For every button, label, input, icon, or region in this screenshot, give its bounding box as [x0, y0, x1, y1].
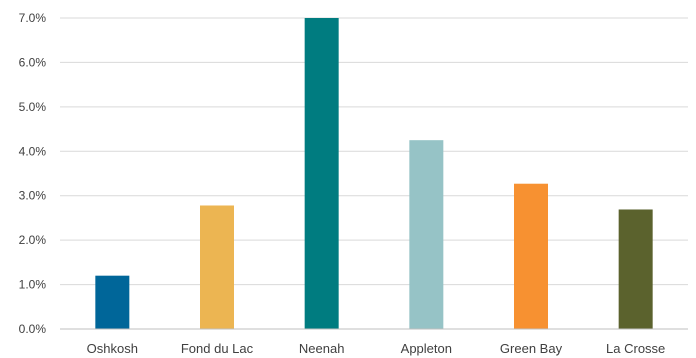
y-tick-label: 5.0% [19, 100, 47, 114]
x-category-label: Green Bay [500, 341, 563, 356]
bar-oshkosh [95, 275, 130, 329]
gridlines [60, 17, 688, 286]
bar-green-bay [514, 183, 548, 329]
x-category-label: Oshkosh [87, 341, 138, 356]
x-axis-category-labels: Oshkosh Fond du Lac Neenah Appleton Green Ba… [87, 341, 666, 356]
y-tick-label: 6.0% [19, 55, 47, 69]
y-tick-label: 7.0% [19, 11, 47, 25]
x-category-label: Neenah [299, 341, 345, 356]
y-tick-label: 4.0% [19, 144, 47, 158]
y-axis-tick-labels: 0.0% 1.0% 2.0% 3.0% 4.0% 5.0% 6.0% 7.0% [19, 11, 47, 336]
x-category-label: La Crosse [606, 341, 665, 356]
bar-appleton [409, 140, 444, 329]
y-tick-label: 0.0% [19, 322, 47, 336]
x-category-label: Fond du Lac [181, 341, 254, 356]
bar-neenah [304, 18, 339, 329]
x-category-label: Appleton [401, 341, 452, 356]
y-tick-label: 3.0% [19, 189, 47, 203]
bars [95, 18, 653, 329]
bar-fond-du-lac [200, 205, 234, 329]
bar-la-crosse [618, 209, 653, 329]
y-tick-label: 1.0% [19, 278, 47, 292]
y-tick-label: 2.0% [19, 233, 47, 247]
